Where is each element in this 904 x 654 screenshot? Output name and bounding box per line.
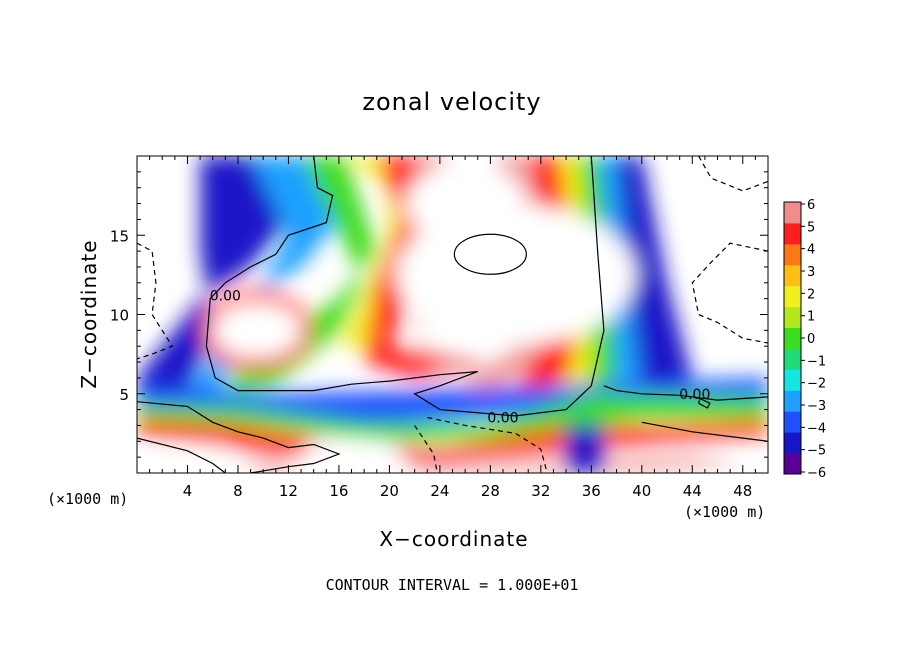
contour-label-1: 0.00: [487, 411, 518, 427]
x-axis-label: X−coordinate: [379, 527, 529, 551]
contour-dashed-bottom2: [414, 425, 438, 473]
field-low-blue: [137, 377, 768, 426]
contour-closed-cell: [453, 233, 527, 275]
colorbar-tick-label: 0: [807, 332, 815, 347]
colorbar-tick-label: −4: [807, 421, 826, 436]
contour-lines: [137, 156, 768, 473]
y-axis-label: Z−coordinate: [77, 239, 101, 389]
colorbar-tick-label: −1: [807, 354, 826, 369]
field-white-upper: [405, 163, 526, 244]
field-low-red: [137, 419, 768, 461]
x-tick-label: 28: [481, 482, 500, 500]
field-white-cell: [211, 302, 302, 359]
colorbar: 6 5 4 3 2 1 0 −1 −2 −3 −4 −5 −6: [783, 198, 826, 481]
contour-dashed-top-right: [698, 156, 768, 192]
contour-dashed-left: [137, 242, 174, 360]
contour-lower-right: [641, 421, 768, 442]
field-low-green: [137, 393, 768, 442]
field-low-white-mid: [288, 441, 415, 473]
field-low-blue-notch: [566, 425, 604, 473]
x-tick-label: 20: [380, 482, 399, 500]
colorbar-tick-label: 1: [807, 310, 815, 325]
x-unit-label-left: (×1000 m): [47, 490, 129, 508]
colorbar-tick-label: −3: [807, 399, 826, 414]
x-tick-label: 24: [430, 482, 449, 500]
x-tick-label: 32: [531, 482, 550, 500]
y-tick-label: 5: [119, 386, 129, 404]
colorbar-tick-label: 2: [807, 287, 815, 302]
colorbar-swatch: [784, 243, 801, 266]
contour-zero-main: [205, 156, 605, 417]
colorbar-swatch: [784, 432, 801, 454]
contour-zero-lower: [137, 401, 341, 473]
contour-interval-note: CONTOUR INTERVAL = 1.000E+01: [325, 576, 579, 594]
colorbar-tick-label: −2: [807, 377, 826, 392]
field-cyan-plume: [162, 156, 339, 407]
chart-title: zonal velocity: [362, 88, 542, 116]
colorbar-tick-label: 6: [807, 198, 815, 213]
x-tick-label: 36: [582, 482, 601, 500]
contour-small-cell: [698, 397, 711, 409]
colorbar-swatch: [784, 222, 801, 245]
x-tick-label: 44: [683, 482, 702, 500]
colorbar-tick-label: 4: [807, 243, 815, 258]
velocity-field: [137, 156, 768, 473]
colorbar-tick-label: 5: [807, 220, 815, 235]
y-tick-label: 15: [110, 227, 129, 245]
y-tick-label: 10: [110, 307, 129, 325]
colorbar-swatch: [784, 285, 801, 308]
field-blue-plume: [137, 156, 289, 402]
colorbar-swatch: [784, 348, 801, 370]
contour-zero-right: [603, 385, 768, 401]
contour-label-0: 0.00: [210, 288, 241, 304]
x-tick-label: 4: [183, 482, 193, 500]
colorbar-swatch: [784, 202, 801, 224]
colorbar-swatch: [784, 369, 801, 391]
contour-lower-left: [137, 437, 226, 473]
x-tick-label: 40: [632, 482, 651, 500]
field-low-white-left: [137, 444, 264, 473]
colorbar-swatch: [784, 306, 801, 329]
x-tick-label: 8: [233, 482, 243, 500]
x-tick-label: 16: [329, 482, 348, 500]
contour-dashed-right: [691, 242, 768, 344]
colorbar-swatch: [784, 453, 801, 475]
contour-dashed-bottom: [427, 416, 548, 473]
colorbar-swatch: [784, 327, 801, 349]
colorbar-swatch: [784, 390, 801, 412]
axis-ticks: [137, 156, 768, 473]
colorbar-swatch: [784, 264, 801, 287]
colorbar-swatch: [784, 411, 801, 433]
colorbar-tick-label: −5: [807, 444, 826, 459]
x-unit-label-right: (×1000 m): [684, 503, 766, 521]
contour-label-2: 0.00: [679, 387, 710, 403]
x-tick-label: 12: [279, 482, 298, 500]
colorbar-tick-label: 3: [807, 265, 815, 280]
colorbar-tick-label: −6: [807, 466, 826, 481]
field-right-blue: [616, 156, 693, 394]
field-green-plume: [225, 156, 377, 394]
x-tick-label: 48: [733, 482, 752, 500]
